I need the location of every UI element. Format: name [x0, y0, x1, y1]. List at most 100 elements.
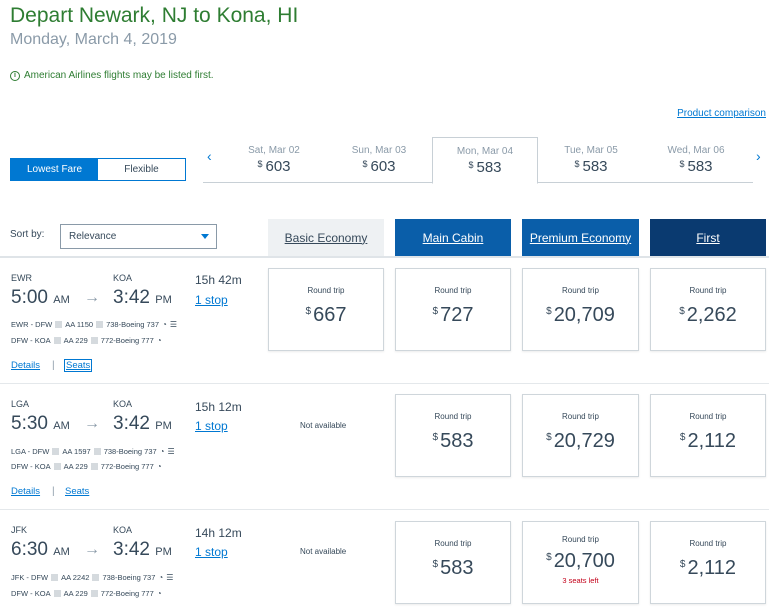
- arrow-right-icon: →: [84, 289, 100, 306]
- fare-premium-economy[interactable]: Round trip $20,700 3 seats left: [522, 521, 639, 604]
- chevron-right-icon[interactable]: ›: [756, 148, 761, 164]
- date-label: Sat, Mar 02: [248, 145, 300, 156]
- flexible-button[interactable]: Flexible: [98, 159, 185, 180]
- currency-symbol: $: [546, 306, 552, 317]
- details-link[interactable]: Details: [11, 360, 41, 371]
- stops-link[interactable]: 1 stop: [195, 293, 228, 307]
- dest-code: KOA: [113, 525, 133, 535]
- depart-time: 5:00 AM: [11, 287, 70, 309]
- notice-text: American Airlines flights may be listed …: [24, 70, 214, 81]
- segment-2: DFW - KOA AA 229 772-Boeing 777 ◔: [11, 462, 162, 471]
- stops-link[interactable]: 1 stop: [195, 419, 228, 433]
- arrive-time-value: 3:42: [113, 287, 150, 308]
- cabin-main[interactable]: Main Cabin: [395, 219, 511, 256]
- currency-symbol: $: [546, 432, 552, 443]
- fare-main-cabin[interactable]: Round trip $727: [395, 268, 511, 351]
- fare-main-cabin[interactable]: Round trip $583: [395, 521, 511, 604]
- wifi-icon: ◔: [156, 336, 162, 345]
- airline-logo-icon: [55, 321, 63, 328]
- date-price: $583: [643, 158, 749, 175]
- details-link[interactable]: Details: [11, 486, 41, 497]
- fare-basic-economy[interactable]: Round trip $667: [268, 268, 384, 351]
- sort-select[interactable]: Relevance: [60, 224, 217, 249]
- info-icon: i: [10, 70, 20, 81]
- fare-label: Round trip: [434, 286, 472, 295]
- fare-price: $2,112: [651, 557, 765, 580]
- price-value: 583: [476, 159, 502, 176]
- fare-premium-economy[interactable]: Round trip $20,729: [522, 394, 639, 477]
- sort-label: Sort by:: [10, 229, 45, 240]
- depart-time: 5:30 AM: [11, 413, 70, 435]
- wifi-icon: ◔: [159, 447, 165, 456]
- airline-logo-icon: [53, 337, 61, 344]
- date-price: $603: [221, 158, 327, 175]
- aircraft-icon: [90, 590, 98, 597]
- fare-label: Round trip: [434, 539, 472, 548]
- fare-type-toggle: Lowest Fare Flexible: [10, 158, 186, 181]
- date-tab-mar02[interactable]: Sat, Mar 02 $603: [221, 137, 327, 183]
- aircraft-type: 738-Boeing 737: [102, 573, 156, 582]
- seats-link[interactable]: Seats: [65, 486, 90, 497]
- date-label: Mon, Mar 04: [456, 146, 514, 157]
- dest-code: KOA: [113, 399, 133, 409]
- date-tab-mar05[interactable]: Tue, Mar 05 $583: [538, 137, 644, 183]
- product-comparison-link[interactable]: Product comparison: [677, 108, 766, 119]
- flight-number: AA 1597: [62, 447, 91, 456]
- currency-symbol: $: [432, 306, 439, 317]
- fare-label: Round trip: [689, 412, 727, 421]
- aircraft-icon: [93, 448, 101, 455]
- currency-symbol: $: [468, 160, 474, 170]
- fare-first[interactable]: Round trip $2,262: [650, 268, 766, 351]
- chevron-left-icon[interactable]: ‹: [207, 148, 212, 164]
- segment-1: LGA - DFW AA 1597 738-Boeing 737 ◔ ☰: [11, 447, 175, 456]
- currency-symbol: $: [432, 432, 439, 443]
- header-divider: [0, 256, 769, 258]
- segment-route: JFK - DFW: [11, 573, 49, 582]
- fare-price: $20,709: [523, 304, 638, 327]
- seats-link[interactable]: Seats: [64, 359, 93, 372]
- depart-time-value: 5:30: [11, 413, 48, 434]
- depart-ampm: AM: [53, 294, 70, 306]
- wifi-icon: ◔: [158, 573, 164, 582]
- date-tab-mar06[interactable]: Wed, Mar 06 $583: [643, 137, 749, 183]
- fare-first[interactable]: Round trip $2,112: [650, 521, 766, 604]
- segment-2: DFW - KOA AA 229 772-Boeing 777 ◔: [11, 336, 162, 345]
- price-value: 583: [687, 158, 713, 175]
- fare-first[interactable]: Round trip $2,112: [650, 394, 766, 477]
- aa-notice: i American Airlines flights may be liste…: [10, 70, 214, 81]
- fare-price: $583: [396, 430, 510, 453]
- fare-label: Round trip: [562, 412, 599, 421]
- date-tab-mar03[interactable]: Sun, Mar 03 $603: [326, 137, 432, 183]
- price-value: 20,729: [553, 430, 615, 452]
- sort-value: Relevance: [69, 231, 117, 242]
- currency-symbol: $: [257, 159, 263, 169]
- cabin-first[interactable]: First: [650, 219, 766, 256]
- fare-label: Round trip: [689, 539, 727, 548]
- fare-price: $2,112: [651, 430, 765, 453]
- date-label: Tue, Mar 05: [564, 145, 618, 156]
- airline-logo-icon: [53, 590, 61, 597]
- aircraft-type: 738-Boeing 737: [103, 447, 157, 456]
- arrive-ampm: PM: [155, 546, 172, 558]
- fare-price: $20,700: [523, 550, 638, 573]
- segment-1: EWR - DFW AA 1150 738-Boeing 737 ◔ ☰: [11, 320, 177, 329]
- cabin-premium-economy[interactable]: Premium Economy: [522, 219, 639, 256]
- date-tab-mar04[interactable]: Mon, Mar 04 $583: [432, 137, 538, 184]
- currency-symbol: $: [679, 559, 686, 570]
- lowest-fare-button[interactable]: Lowest Fare: [11, 159, 98, 180]
- currency-symbol: $: [679, 306, 685, 317]
- price-value: 20,700: [553, 550, 615, 572]
- fare-label: Round trip: [689, 286, 727, 295]
- depart-ampm: AM: [53, 420, 70, 432]
- fare-main-cabin[interactable]: Round trip $583: [395, 394, 511, 477]
- depart-ampm: AM: [53, 546, 70, 558]
- price-value: 583: [582, 158, 608, 175]
- currency-symbol: $: [432, 559, 439, 570]
- fare-premium-economy[interactable]: Round trip $20,709: [522, 268, 639, 351]
- date-price: $583: [538, 158, 644, 175]
- stops-link[interactable]: 1 stop: [195, 545, 228, 559]
- caret-down-icon: [201, 234, 209, 239]
- segment-route: LGA - DFW: [11, 447, 50, 456]
- cabin-basic-economy[interactable]: Basic Economy: [268, 219, 384, 256]
- segment-route: EWR - DFW: [11, 320, 53, 329]
